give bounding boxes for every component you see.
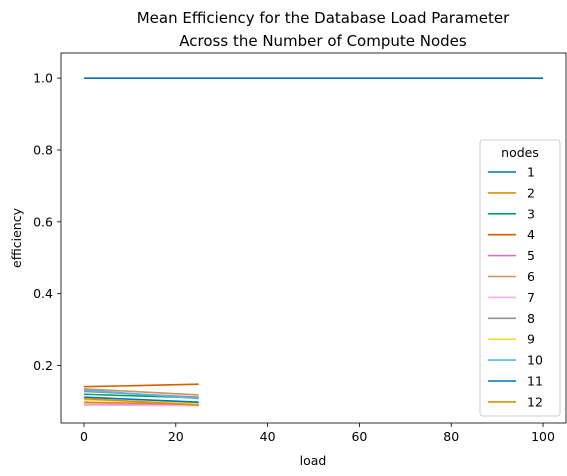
legend-label-4: 4	[527, 227, 535, 242]
x-tick-label: 60	[351, 429, 367, 444]
y-tick-label: 0.6	[33, 214, 53, 229]
y-axis: 0.2 0.4 0.6 0.8 1.0	[33, 71, 61, 373]
x-tick-label: 100	[531, 429, 555, 444]
legend-label-8: 8	[527, 311, 535, 326]
x-axis-label: load	[300, 453, 327, 468]
legend-label-12: 12	[527, 394, 543, 409]
legend-label-6: 6	[527, 269, 535, 284]
legend-label-2: 2	[527, 185, 535, 200]
legend-label-10: 10	[527, 353, 543, 368]
series-line-11	[83, 396, 199, 403]
legend-title: nodes	[501, 145, 539, 160]
x-tick-label: 20	[168, 429, 184, 444]
chart-title-line-1: Mean Efficiency for the Database Load Pa…	[137, 9, 510, 27]
series-line-12	[83, 397, 199, 406]
plot-frame	[60, 52, 567, 424]
chart-title-line-2: Across the Number of Compute Nodes	[179, 32, 467, 50]
series-line-10	[83, 389, 199, 400]
y-tick-label: 0.4	[33, 286, 53, 301]
series-layer	[83, 77, 544, 407]
series-line-6	[83, 388, 199, 396]
y-tick-label: 1.0	[33, 71, 53, 86]
series-line-4	[83, 383, 199, 388]
legend-label-11: 11	[527, 374, 543, 389]
y-tick-label: 0.2	[33, 358, 53, 373]
y-axis-label: efficiency	[9, 207, 24, 268]
x-tick-label: 40	[260, 429, 276, 444]
series-line-7	[83, 404, 199, 407]
legend-label-9: 9	[527, 332, 535, 347]
legend-label-7: 7	[527, 290, 535, 305]
legend-label-5: 5	[527, 248, 535, 263]
y-tick-label: 0.8	[33, 142, 53, 157]
x-tick-label: 0	[80, 429, 88, 444]
x-axis: 0 20 40 60 80 100	[80, 423, 555, 444]
x-tick-label: 80	[443, 429, 459, 444]
legend-label-3: 3	[527, 206, 535, 221]
legend-frame	[479, 139, 561, 417]
legend-label-1: 1	[527, 165, 535, 180]
